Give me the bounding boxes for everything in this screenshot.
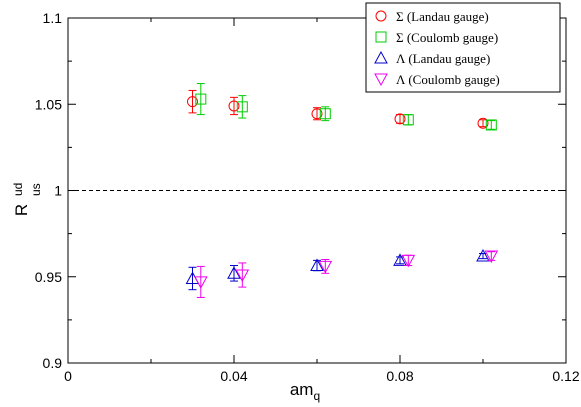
legend-marker (375, 31, 387, 43)
x-axis-label: amq (290, 380, 320, 403)
svg-text:ud: ud (11, 183, 25, 196)
y-axis-label-sub: us (29, 183, 43, 196)
legend: Σ (Landau gauge) Σ (Coulomb gauge) Λ (Land… (365, 2, 561, 93)
data-point (311, 108, 323, 120)
x-axis-label-main: am (290, 380, 314, 399)
y-axis-label: R ud us (11, 183, 43, 217)
legend-label: Σ (Coulomb gauge) (396, 30, 498, 45)
y-tick-label: 0.9 (43, 355, 63, 371)
legend-label: Λ (Landau gauge) (396, 51, 490, 66)
data-point (236, 101, 248, 113)
x-tick-label: 0 (64, 368, 72, 384)
data-point (187, 96, 198, 108)
y-tick-label: 1.05 (35, 96, 62, 112)
y-axis-label-main: R (12, 204, 31, 216)
y-tick-label: 1.1 (43, 10, 63, 26)
data-point (394, 113, 406, 125)
data-point (319, 108, 331, 120)
data-point (484, 250, 499, 264)
legend-box (365, 2, 561, 93)
data-point (393, 253, 407, 266)
x-tick-label: 0.04 (220, 368, 247, 384)
y-axis-label-sup: ud (11, 183, 25, 196)
x-axis-label-sub: q (313, 389, 320, 403)
plot-area (68, 83, 566, 298)
data-point (227, 266, 241, 279)
data-point (485, 119, 497, 131)
data-point (195, 93, 207, 105)
series-4 (193, 250, 499, 298)
data-point (228, 100, 240, 112)
data-point (193, 276, 208, 289)
data-point (477, 117, 489, 129)
svg-text:us: us (29, 183, 43, 196)
legend-marker (375, 10, 387, 22)
y-tick-label: 1 (54, 183, 62, 199)
y-tick-label: 0.95 (35, 269, 62, 285)
data-point (310, 258, 324, 272)
series-1 (187, 89, 489, 129)
series-3 (185, 249, 490, 291)
x-tick-label: 0.12 (552, 368, 579, 384)
legend-label: Λ (Coulomb gauge) (396, 72, 500, 87)
series-2 (195, 83, 497, 131)
legend-marker (374, 73, 388, 87)
data-point (318, 260, 333, 274)
data-point (476, 249, 490, 262)
x-tick-label: 0.08 (386, 368, 413, 384)
legend-label: Σ (Landau gauge) (396, 9, 489, 24)
data-point (401, 254, 416, 268)
data-point (402, 114, 414, 126)
svg-text:R: R (12, 204, 31, 216)
legend-marker (374, 50, 388, 64)
axes: 0 0.04 0.08 0.12 0.9 0.95 1 1.05 1.1 (35, 10, 580, 384)
data-point (235, 269, 250, 283)
